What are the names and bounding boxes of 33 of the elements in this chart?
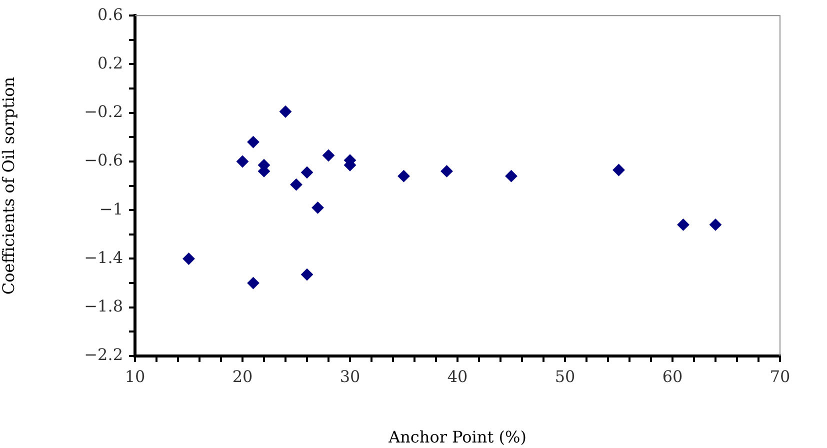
point: [677, 218, 690, 231]
point: [280, 106, 292, 118]
y-tick-label: −1: [99, 199, 123, 218]
point: [505, 170, 518, 182]
point: [612, 164, 625, 176]
x-tick-label: 10: [124, 366, 146, 386]
y-tick-label: −1.8: [84, 296, 123, 316]
y-tick-label: 0.6: [98, 4, 123, 24]
point: [182, 252, 195, 265]
point: [301, 166, 313, 178]
point: [236, 155, 248, 168]
point: [398, 170, 410, 182]
point: [301, 268, 313, 281]
point: [247, 277, 260, 290]
x-tick-label: 20: [232, 366, 253, 386]
point: [322, 149, 334, 162]
point: [312, 202, 324, 214]
x-tick-label: 50: [554, 366, 576, 386]
y-tick-label: −0.2: [84, 102, 123, 122]
x-tick-label: 70: [770, 366, 790, 386]
x-axis-title: Anchor Point (%): [388, 428, 526, 447]
y-tick-label: −1.4: [84, 248, 123, 267]
x-tick-label: 60: [662, 366, 683, 386]
y-tick-label: −0.6: [84, 150, 123, 170]
x-tick-label: 30: [340, 366, 360, 386]
x-tick-label: 40: [447, 366, 468, 386]
y-axis-title: Coefficients of Oil sorption: [0, 76, 18, 295]
point: [247, 136, 260, 148]
y-tick-label: 0.2: [98, 53, 123, 72]
point: [440, 165, 453, 178]
point: [290, 178, 302, 191]
point: [710, 218, 722, 231]
y-tick-label: −2.2: [84, 345, 123, 364]
